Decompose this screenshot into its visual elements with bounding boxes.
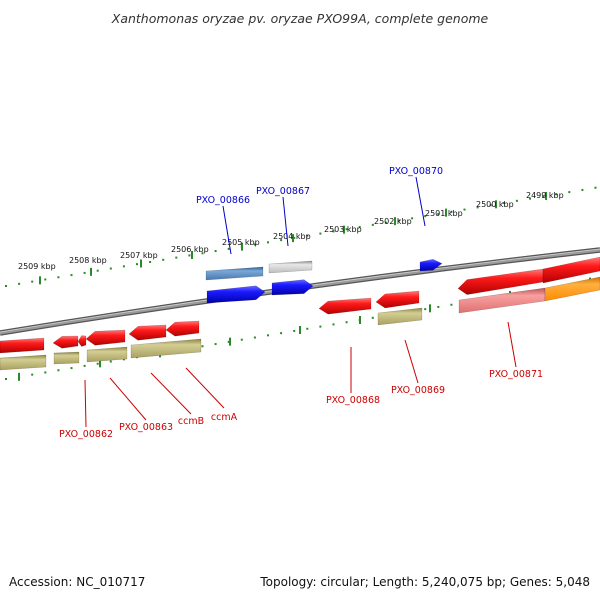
gene-arrow[interactable] <box>318 297 372 315</box>
scale-label: 2500 kbp <box>476 200 514 209</box>
scale-label: 2508 kbp <box>69 256 107 265</box>
gene-features <box>0 256 600 371</box>
scale-label: 2501 kbp <box>425 209 463 218</box>
gene-arrow[interactable] <box>53 351 80 365</box>
callout-leader-line <box>109 377 147 421</box>
gene-arrow[interactable] <box>130 338 202 359</box>
gene-label[interactable]: PXO_00869 <box>391 385 445 396</box>
gene-arrow[interactable] <box>206 285 266 304</box>
callout-leader-line <box>415 176 426 227</box>
gene-arrow[interactable] <box>268 260 313 274</box>
gene-arrow[interactable] <box>375 290 420 309</box>
gene-label[interactable]: PXO_00870 <box>389 166 443 177</box>
accession-label: Accession: NC_010717 <box>9 575 145 589</box>
scale-ruler-upper: 2509 kbp 2508 kbp 2507 kbp 2506 kbp 2505 kbp… <box>5 186 597 287</box>
callout-leader-line <box>282 196 289 247</box>
scale-label: 2502 kbp <box>374 217 412 226</box>
genome-summary: Topology: circular; Length: 5,240,075 bp… <box>259 575 590 589</box>
gene-arrow[interactable] <box>271 279 314 296</box>
gene-arrow[interactable] <box>52 335 79 349</box>
gene-arrow[interactable] <box>0 337 45 354</box>
gene-label[interactable]: PXO_00867 <box>256 186 310 197</box>
gene-arrow[interactable] <box>165 320 200 337</box>
gene-arrow[interactable] <box>77 335 87 347</box>
gene-arrow[interactable] <box>128 324 167 341</box>
gene-arrow[interactable] <box>419 258 443 272</box>
gene-arrow[interactable] <box>544 276 600 302</box>
gene-arrow[interactable] <box>377 307 423 326</box>
callout-leader-line <box>185 367 225 409</box>
scale-label: 2499 kbp <box>526 191 564 200</box>
gene-callouts: PXO_00866 PXO_00867 PXO_00870 PXO_00862 PXO_… <box>59 166 543 440</box>
gene-arrow[interactable] <box>542 256 600 284</box>
scale-label: 2504 kbp <box>273 232 311 241</box>
gene-arrow[interactable] <box>85 329 126 346</box>
gene-label[interactable]: ccmB <box>178 416 204 427</box>
gene-label[interactable]: PXO_00862 <box>59 429 113 440</box>
gene-label[interactable]: PXO_00866 <box>196 195 250 206</box>
gene-label[interactable]: PXO_00871 <box>489 369 543 380</box>
gene-arrow[interactable] <box>205 266 264 281</box>
gene-label[interactable]: ccmA <box>211 412 238 423</box>
scale-label: 2507 kbp <box>120 251 158 260</box>
callout-leader-line <box>150 372 192 415</box>
gene-label[interactable]: PXO_00868 <box>326 395 380 406</box>
gene-arrow[interactable] <box>86 346 128 363</box>
scale-label: 2503 kbp <box>324 225 362 234</box>
callout-leader-line <box>507 321 517 368</box>
callout-leader-line <box>222 205 232 255</box>
gene-label[interactable]: PXO_00863 <box>119 422 173 433</box>
callout-leader-line <box>404 339 419 384</box>
callout-leader-line <box>84 379 87 428</box>
gene-arrow[interactable] <box>0 354 47 371</box>
scale-label: 2505 kbp <box>222 238 260 247</box>
scale-label: 2509 kbp <box>18 262 56 271</box>
scale-label: 2506 kbp <box>171 245 209 254</box>
map-title: Xanthomonas oryzae pv. oryzae PXO99A, co… <box>111 11 489 26</box>
